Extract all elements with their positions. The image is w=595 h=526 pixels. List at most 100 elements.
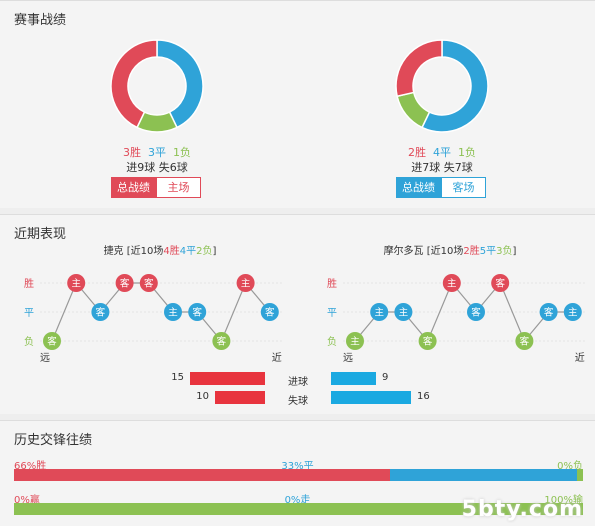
h2h-draw-segment (389, 469, 578, 481)
match-point[interactable] (91, 303, 110, 321)
losses-count: 1负 (458, 146, 476, 159)
section-title: 近期表现 (14, 227, 67, 242)
donut-segment-draw (421, 39, 489, 133)
venue-label: 客 (192, 307, 202, 319)
venue-label: 主 (71, 278, 81, 290)
match-point[interactable] (394, 303, 413, 321)
venue-label: 主 (399, 307, 409, 319)
axis-far-label: 远 (40, 352, 50, 364)
venue-label: 主 (374, 307, 384, 319)
h2h-handicap-loss-pct: 100%输 (544, 495, 583, 506)
match-point[interactable] (188, 303, 207, 321)
match-point[interactable] (260, 303, 279, 321)
form-summary-left: 捷克 [近10场4胜4平2负] (60, 242, 260, 257)
match-point[interactable] (539, 303, 558, 321)
left-goals-for-value: 15 (171, 372, 184, 383)
summary-suffix: ] (512, 246, 517, 257)
section-recent-form: 近期表现 捷克 [近10场4胜4平2负] 摩尔多瓦 [近10场2胜5平3负] 胜… (0, 214, 595, 414)
venue-label: 客 (96, 307, 106, 319)
venue-label: 客 (544, 307, 554, 319)
h2h-handicap-loss-segment (14, 503, 583, 515)
right-goals-for-bar (331, 372, 376, 385)
donut-segment-win (395, 39, 443, 98)
goals-against-label: 失球 (288, 396, 308, 407)
y-label-loss: 负 (24, 335, 34, 348)
venue-label: 主 (168, 307, 178, 319)
right-goals-against-bar (331, 391, 411, 404)
summary-wins: 4胜 (163, 246, 180, 257)
summary-draws: 5平 (479, 246, 497, 257)
venue-label: 客 (495, 278, 505, 290)
goals-for-label: 进球 (288, 377, 308, 388)
form-summary-right: 摩尔多瓦 [近10场2胜5平3负] (340, 242, 560, 257)
h2h-handicap-push-pct: 0%走 (284, 495, 311, 506)
h2h-handicap-bar (14, 503, 583, 515)
match-point[interactable] (467, 303, 485, 321)
team-name: 捷克 (103, 246, 124, 257)
donut-chart-right (395, 39, 489, 133)
match-point[interactable] (346, 332, 364, 350)
watermark-logo: 5bty.com (461, 497, 583, 522)
left-goals-for-bar (190, 372, 265, 385)
venue-label: 主 (241, 278, 251, 290)
summary-suffix: ] (212, 246, 217, 257)
record-summary-right: 2胜 4平 1负 (352, 144, 532, 160)
tab-home[interactable]: 主场 (156, 177, 201, 198)
right-goals-for-value: 9 (382, 372, 389, 383)
axis-near-label: 近 (272, 351, 282, 364)
match-point[interactable] (370, 303, 389, 321)
match-point[interactable] (164, 303, 182, 321)
venue-label: 客 (520, 336, 530, 348)
section-head-to-head: 历史交锋往绩 66%胜 33%平 0%负 0%赢 0%走 100%输 5bty.… (0, 420, 595, 526)
tab-total-record[interactable]: 总战绩 (396, 177, 441, 198)
match-point[interactable] (139, 274, 158, 292)
left-goals-against-bar (215, 391, 265, 404)
match-point[interactable] (115, 274, 134, 292)
venue-label: 客 (471, 307, 481, 319)
y-label-draw: 平 (24, 308, 34, 319)
summary-losses: 2负 (196, 246, 213, 257)
tab-total-record[interactable]: 总战绩 (111, 177, 156, 198)
donut-chart-left (110, 39, 204, 133)
axis-far-label: 远 (343, 352, 353, 364)
h2h-win-segment (14, 469, 390, 481)
summary-wins: 2胜 (463, 246, 480, 257)
h2h-result-bar (14, 469, 583, 481)
match-point[interactable] (515, 332, 534, 350)
y-label-win: 胜 (327, 278, 337, 290)
draws-count: 3平 (148, 146, 166, 159)
wins-count: 2胜 (408, 146, 426, 159)
match-point[interactable] (236, 274, 255, 292)
y-label-loss: 负 (327, 335, 337, 348)
team-name: 摩尔多瓦 (383, 246, 424, 257)
h2h-loss-segment (577, 469, 583, 481)
tab-away[interactable]: 客场 (441, 177, 486, 198)
h2h-handicap-win-pct: 0%赢 (14, 495, 40, 506)
match-point[interactable] (212, 332, 231, 350)
venue-label: 客 (265, 307, 275, 319)
summary-prefix: [近10场 (126, 246, 164, 257)
goals-summary-right: 进7球 失7球 (411, 161, 473, 174)
summary-losses: 3负 (496, 246, 513, 257)
match-point[interactable] (491, 274, 510, 292)
h2h-win-pct: 66%胜 (14, 461, 47, 472)
y-label-draw: 平 (327, 308, 337, 319)
venue-label: 客 (217, 336, 227, 348)
y-label-win: 胜 (24, 278, 34, 290)
venue-label: 客 (47, 336, 57, 348)
summary-draws: 4平 (179, 246, 197, 257)
match-point[interactable] (442, 274, 461, 292)
match-point[interactable] (67, 274, 86, 292)
venue-label: 主 (350, 336, 360, 348)
draws-count: 4平 (433, 146, 451, 159)
match-point[interactable] (43, 332, 61, 350)
losses-count: 1负 (173, 146, 191, 159)
section-title: 赛事战绩 (14, 13, 67, 28)
record-summary-left: 3胜 3平 1负 (67, 144, 247, 160)
match-point[interactable] (418, 332, 437, 350)
venue-label: 主 (447, 278, 457, 290)
donut-segment-loss (396, 91, 431, 129)
match-point[interactable] (563, 303, 582, 321)
venue-label: 客 (120, 278, 130, 290)
form-line (354, 281, 573, 343)
